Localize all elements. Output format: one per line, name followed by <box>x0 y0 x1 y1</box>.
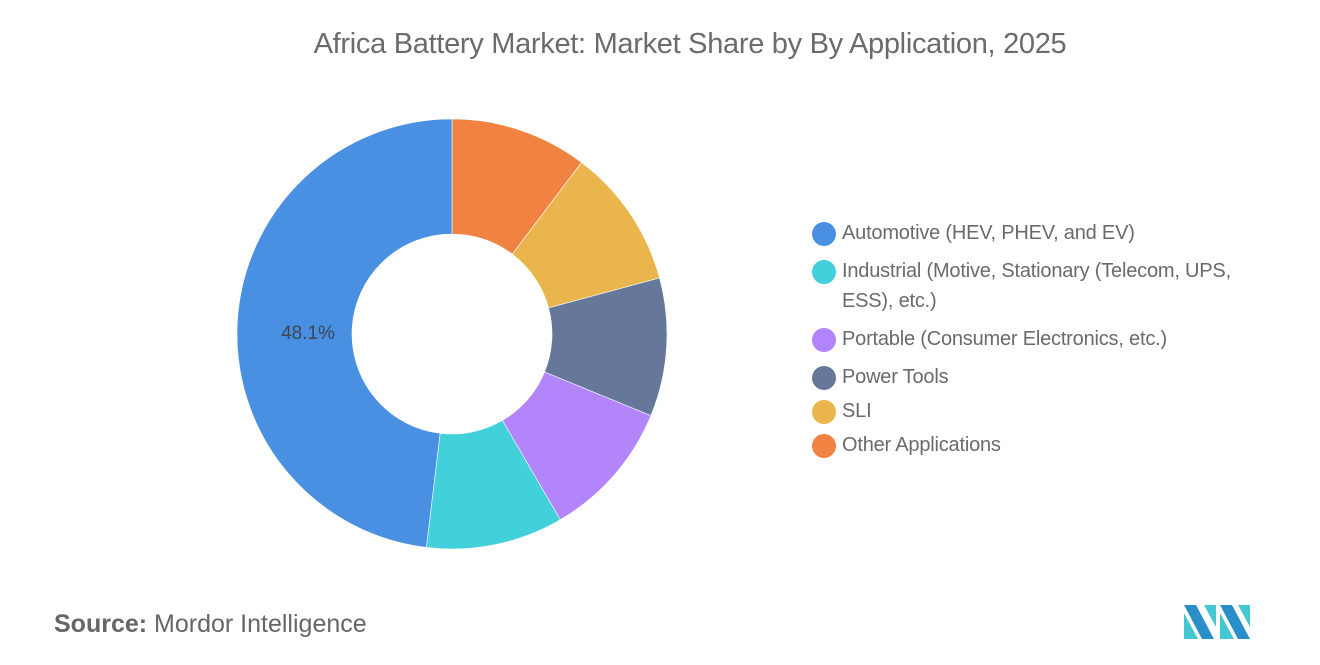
legend-label: Power Tools <box>842 366 949 388</box>
legend-item-industrial[interactable]: Industrial (Motive, Stationary (Telecom,… <box>812 256 1252 316</box>
chart-legend: Automotive (HEV, PHEV, and EV) Industria… <box>812 218 1252 468</box>
legend-swatch-icon <box>812 434 836 458</box>
source-value: Mordor Intelligence <box>154 610 367 638</box>
legend-item-portable[interactable]: Portable (Consumer Electronics, etc.) <box>812 324 1252 354</box>
legend-label: Portable (Consumer Electronics, etc.) <box>842 328 1167 350</box>
legend-item-sli[interactable]: SLI <box>812 396 1252 426</box>
legend-item-automotive[interactable]: Automotive (HEV, PHEV, and EV) <box>812 218 1252 248</box>
automotive-share-label: 48.1% <box>281 323 335 344</box>
legend-item-other[interactable]: Other Applications <box>812 430 1252 460</box>
source-note: Source: Mordor Intelligence <box>54 610 367 639</box>
legend-item-power-tools[interactable]: Power Tools <box>812 362 1252 392</box>
slice-automotive[interactable] <box>236 118 453 548</box>
legend-label: Other Applications <box>842 434 1001 456</box>
legend-swatch-icon <box>812 222 836 246</box>
legend-swatch-icon <box>812 400 836 424</box>
legend-swatch-icon <box>812 328 836 352</box>
chart-title: Africa Battery Market: Market Share by B… <box>313 28 1067 60</box>
legend-label: Industrial (Motive, Stationary (Telecom,… <box>842 260 1231 312</box>
mordor-intelligence-logo-icon <box>1184 605 1250 639</box>
donut-slices <box>236 118 668 550</box>
legend-label: Automotive (HEV, PHEV, and EV) <box>842 222 1135 244</box>
legend-swatch-icon <box>812 366 836 390</box>
source-label: Source: <box>54 610 148 638</box>
legend-swatch-icon <box>812 260 836 284</box>
legend-label: SLI <box>842 400 872 422</box>
